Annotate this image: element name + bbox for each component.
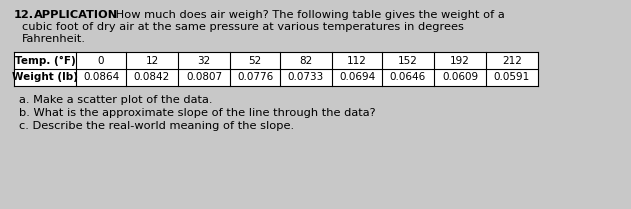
Text: 0.0733: 0.0733 xyxy=(288,73,324,83)
Text: 0.0864: 0.0864 xyxy=(83,73,119,83)
Text: 0.0694: 0.0694 xyxy=(339,73,375,83)
Text: How much does air weigh? The following table gives the weight of a: How much does air weigh? The following t… xyxy=(112,10,505,20)
Text: 212: 212 xyxy=(502,56,522,65)
Text: 82: 82 xyxy=(299,56,312,65)
Text: 0.0842: 0.0842 xyxy=(134,73,170,83)
Text: 112: 112 xyxy=(347,56,367,65)
Text: 12: 12 xyxy=(145,56,158,65)
Text: 0.0609: 0.0609 xyxy=(442,73,478,83)
Text: b. What is the approximate slope of the line through the data?: b. What is the approximate slope of the … xyxy=(19,108,375,118)
Text: a. Make a scatter plot of the data.: a. Make a scatter plot of the data. xyxy=(19,95,213,105)
Text: 192: 192 xyxy=(450,56,470,65)
Bar xyxy=(14,52,538,86)
Text: 0.0776: 0.0776 xyxy=(237,73,273,83)
Text: 0.0591: 0.0591 xyxy=(494,73,530,83)
Text: APPLICATION: APPLICATION xyxy=(34,10,118,20)
Text: 12.: 12. xyxy=(14,10,34,20)
Text: Weight (lb): Weight (lb) xyxy=(12,73,78,83)
Text: 0.0646: 0.0646 xyxy=(390,73,426,83)
Text: 0: 0 xyxy=(98,56,104,65)
Text: cubic foot of dry air at the same pressure at various temperatures in degrees: cubic foot of dry air at the same pressu… xyxy=(22,22,464,32)
Text: c. Describe the real-world meaning of the slope.: c. Describe the real-world meaning of th… xyxy=(19,121,294,131)
Text: Fahrenheit.: Fahrenheit. xyxy=(22,34,86,44)
Text: 0.0807: 0.0807 xyxy=(186,73,222,83)
Text: 52: 52 xyxy=(249,56,262,65)
Text: Temp. (°F): Temp. (°F) xyxy=(15,55,75,66)
Text: 32: 32 xyxy=(198,56,211,65)
Text: 152: 152 xyxy=(398,56,418,65)
